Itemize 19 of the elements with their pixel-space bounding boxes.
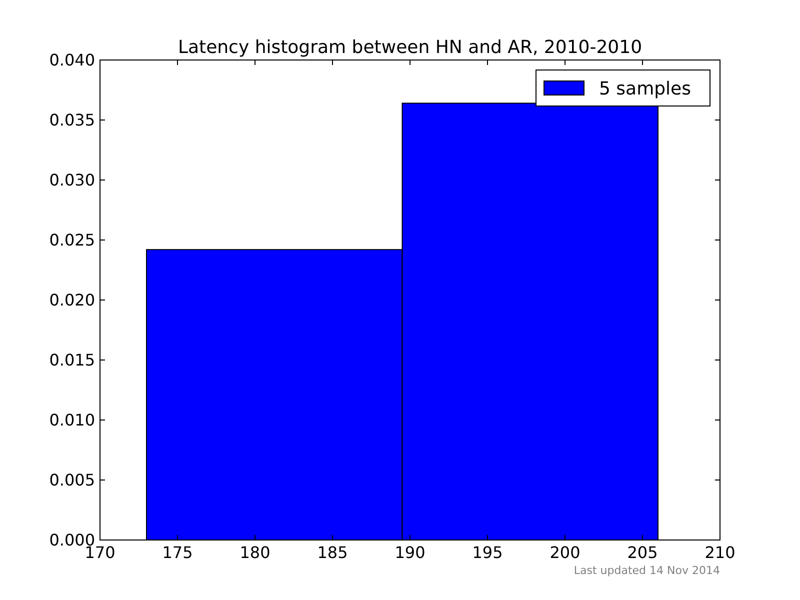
x-tick-label: 175 <box>162 543 193 562</box>
y-tick-label: 0.025 <box>49 230 95 250</box>
y-tick-label: 0.040 <box>49 50 95 70</box>
x-tick-label: 210 <box>704 543 736 562</box>
x-tick-label: 180 <box>240 543 270 562</box>
legend-label: 5 samples <box>599 78 691 100</box>
y-tick-label: 0.020 <box>49 290 95 310</box>
y-tick-label: 0.015 <box>49 350 95 370</box>
y-tick-label: 0.010 <box>49 410 95 430</box>
chart-title: Latency histogram between HN and AR, 2010-2010 <box>178 37 642 58</box>
x-tick-label: 185 <box>317 543 348 562</box>
x-tick-label: 190 <box>394 543 426 562</box>
y-tick-label: 0.005 <box>49 470 95 490</box>
y-tick-label: 0.035 <box>49 110 95 130</box>
x-tick-label: 205 <box>627 543 658 562</box>
x-tick-label: 195 <box>472 543 503 562</box>
x-tick-label: 200 <box>550 543 580 562</box>
y-tick-label: 0.030 <box>49 170 95 190</box>
text: Last updated 14 Nov 2014 <box>574 564 720 577</box>
